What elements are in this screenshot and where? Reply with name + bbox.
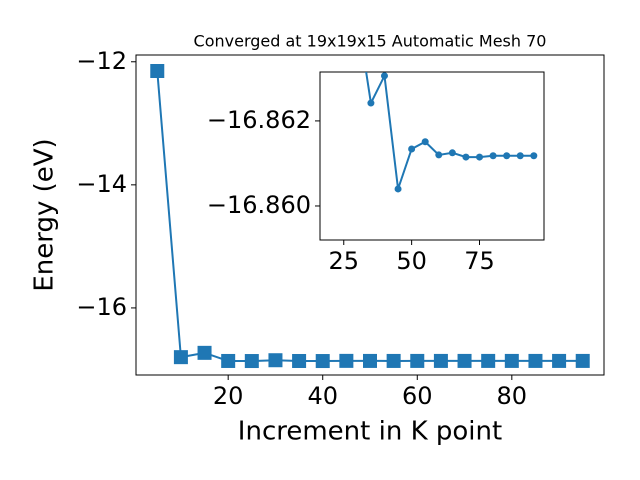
x-tick-label: 75 xyxy=(464,247,495,275)
marker xyxy=(528,353,543,368)
marker xyxy=(380,72,388,80)
marker xyxy=(462,153,470,161)
marker xyxy=(386,353,401,368)
marker xyxy=(367,99,375,107)
marker xyxy=(421,138,429,146)
marker xyxy=(552,353,567,368)
marker xyxy=(504,353,519,368)
marker xyxy=(476,153,484,161)
x-tick-label: 25 xyxy=(328,247,359,275)
series-group xyxy=(150,64,590,369)
marker xyxy=(575,353,590,368)
y-tick-label: −16.862 xyxy=(207,106,311,134)
marker xyxy=(173,350,188,365)
marker xyxy=(530,152,538,160)
series-group xyxy=(365,72,538,193)
y-tick-label: −16.860 xyxy=(207,191,311,219)
marker xyxy=(394,185,402,193)
x-tick-label: 50 xyxy=(396,247,427,275)
marker xyxy=(339,353,354,368)
x-tick-label: 80 xyxy=(497,382,528,410)
marker xyxy=(489,152,497,160)
marker xyxy=(315,354,330,369)
x-axis-label: Increment in K point xyxy=(238,417,502,447)
y-tick-label: −16 xyxy=(76,293,127,321)
marker xyxy=(363,353,377,368)
y-axis-label: Energy (eV) xyxy=(30,138,60,291)
marker xyxy=(433,353,448,368)
x-tick-label: 20 xyxy=(213,382,244,410)
marker xyxy=(481,353,496,368)
marker xyxy=(516,152,524,160)
marker xyxy=(457,353,472,368)
chart-title: Converged at 19x19x15 Automatic Mesh 70 xyxy=(194,32,547,51)
marker xyxy=(410,353,425,368)
marker xyxy=(244,354,259,369)
marker xyxy=(503,152,511,160)
x-tick-label: 60 xyxy=(402,382,433,410)
y-tick-label: −12 xyxy=(76,47,127,75)
marker xyxy=(292,353,307,368)
marker xyxy=(408,145,416,153)
y-tick-label: −14 xyxy=(76,170,127,198)
marker xyxy=(448,149,456,157)
marker xyxy=(268,353,283,368)
marker xyxy=(197,345,212,360)
x-tick-label: 40 xyxy=(307,382,338,410)
marker xyxy=(150,64,165,78)
marker xyxy=(435,151,443,159)
marker xyxy=(221,353,236,368)
